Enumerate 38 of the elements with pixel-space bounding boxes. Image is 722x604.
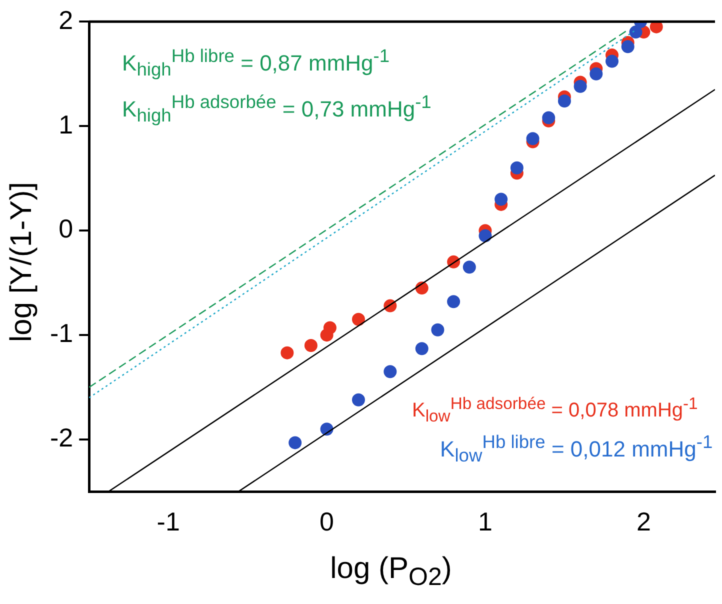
point — [558, 94, 571, 108]
point — [590, 67, 603, 80]
point — [478, 229, 492, 242]
x-tick-label: 2 — [636, 506, 651, 537]
y-tick-label: -1 — [50, 318, 74, 348]
y-axis-title: log [Y/(1-Y)] — [5, 182, 39, 342]
y-tick-label: -2 — [50, 422, 74, 453]
point — [415, 342, 428, 356]
annotation: K$_{high}$$^{Hb libre}$ = 0,87 mmHg$^{-1}$ — [122, 44, 390, 82]
point — [621, 40, 634, 54]
point — [447, 295, 460, 308]
x-tick-label: 1 — [478, 506, 492, 537]
point — [462, 260, 476, 274]
point — [574, 80, 587, 93]
x-tick-label: 0 — [320, 506, 334, 537]
point — [323, 321, 336, 334]
point — [650, 22, 663, 34]
annotation: K$_{low}$$^{Hb libre}$ = 0,012 mmHg$^{-1}$ — [440, 430, 713, 468]
point — [352, 393, 365, 406]
point — [384, 365, 397, 378]
point — [629, 26, 642, 39]
point — [280, 346, 294, 360]
point — [606, 54, 619, 68]
annotation: K$_{high}$$^{Hb adsorbée}$ = 0,73 mmHg$^{-1}$ — [122, 90, 432, 128]
y-tick-label: 1 — [58, 109, 74, 140]
x-axis-title: log (P$_{O2}$) — [329, 552, 453, 592]
point — [304, 339, 318, 352]
annotation: K$_{low}$$^{Hb adsorbée}$ = 0,078 mmHg$^{-1}$ — [412, 393, 698, 428]
point — [352, 312, 365, 326]
x-tick-label: -1 — [156, 506, 180, 537]
y-tick-label: 0 — [58, 214, 74, 244]
point — [494, 192, 508, 206]
point — [542, 111, 556, 124]
point — [510, 161, 524, 174]
point — [288, 436, 302, 450]
point — [526, 132, 540, 146]
y-tick-label: 2 — [58, 4, 74, 35]
point — [431, 323, 444, 336]
